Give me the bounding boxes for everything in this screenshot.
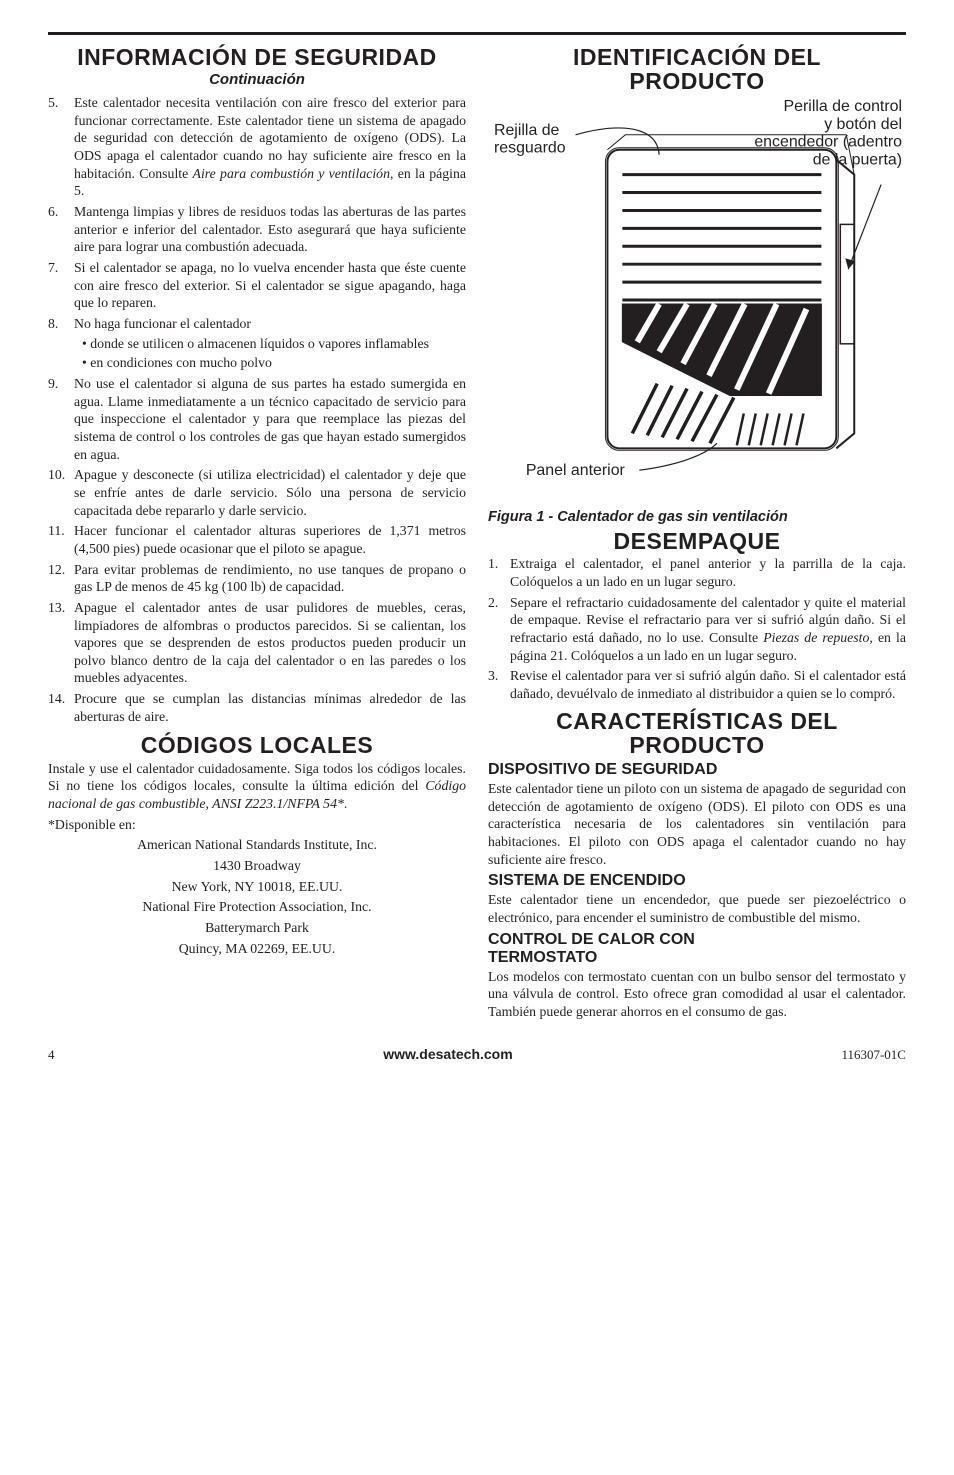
heading-line: PRODUCTO bbox=[629, 68, 764, 94]
item-body: Extraiga el calentador, el panel anterio… bbox=[510, 555, 906, 590]
ignition-text: Este calentador tiene un encendedor, que… bbox=[488, 891, 906, 926]
item-text: No haga funcionar el calentador bbox=[74, 316, 251, 331]
codes-text: Instale y use el calentador cuidadosamen… bbox=[48, 761, 466, 794]
heater-figure: Rejilla de resguardo Perilla de control … bbox=[488, 95, 906, 503]
heading-line: PRODUCTO bbox=[629, 732, 764, 758]
safety-item-5: 5. Este calentador necesita ventilación … bbox=[48, 94, 466, 200]
item-number: 13. bbox=[48, 599, 74, 687]
right-column: IDENTIFICACIÓN DEL PRODUCTO bbox=[488, 45, 906, 1024]
address-line: New York, NY 10018, EE.UU. bbox=[48, 878, 466, 896]
sub-bullet: • donde se utilicen o almacenen líquidos… bbox=[82, 335, 466, 353]
safety-item-10: 10. Apague y desconecte (si utiliza elec… bbox=[48, 466, 466, 519]
item-number: 14. bbox=[48, 690, 74, 725]
codes-paragraph: Instale y use el calentador cuidadosamen… bbox=[48, 760, 466, 813]
item-body: Apague y desconecte (si utiliza electric… bbox=[74, 466, 466, 519]
item-number: 2. bbox=[488, 594, 510, 665]
label-perilla-1: Perilla de control bbox=[784, 98, 902, 115]
item-number: 3. bbox=[488, 667, 510, 702]
item-body: Separe el refractario cuidadosamente del… bbox=[510, 594, 906, 665]
two-column-layout: INFORMACIÓN DE SEGURIDAD Continuación 5.… bbox=[48, 45, 906, 1024]
item-body: Mantenga limpias y libres de residuos to… bbox=[74, 203, 466, 256]
page-number: 4 bbox=[48, 1047, 55, 1063]
doc-code: 116307-01C bbox=[841, 1047, 906, 1063]
address-line: Quincy, MA 02269, EE.UU. bbox=[48, 940, 466, 958]
item-number: 9. bbox=[48, 375, 74, 463]
thermostat-text: Los modelos con termostato cuentan con u… bbox=[488, 968, 906, 1021]
safety-item-12: 12. Para evitar problemas de rendimiento… bbox=[48, 561, 466, 596]
address-line: 1430 Broadway bbox=[48, 857, 466, 875]
item-number: 7. bbox=[48, 259, 74, 312]
safety-item-13: 13. Apague el calentador antes de usar p… bbox=[48, 599, 466, 687]
product-id-heading: IDENTIFICACIÓN DEL PRODUCTO bbox=[488, 45, 906, 93]
item-em: Aire para combustión y ventilación bbox=[193, 166, 390, 181]
desempaque-heading: DESEMPAQUE bbox=[488, 529, 906, 553]
label-rejilla-1: Rejilla de bbox=[494, 122, 560, 139]
item-body: No haga funcionar el calentador • donde … bbox=[74, 315, 466, 372]
safety-device-text: Este calentador tiene un piloto con un s… bbox=[488, 780, 906, 868]
address-line: National Fire Protection Association, In… bbox=[48, 898, 466, 916]
address-line: Batterymarch Park bbox=[48, 919, 466, 937]
item-number: 10. bbox=[48, 466, 74, 519]
page-footer: 4 www.desatech.com 116307-01C bbox=[48, 1046, 906, 1063]
safety-item-7: 7. Si el calentador se apaga, no lo vuel… bbox=[48, 259, 466, 312]
item-body: No use el calentador si alguna de sus pa… bbox=[74, 375, 466, 463]
safety-item-6: 6. Mantenga limpias y libres de residuos… bbox=[48, 203, 466, 256]
item-body: Apague el calentador antes de usar pulid… bbox=[74, 599, 466, 687]
item-body: Procure que se cumplan las distancias mí… bbox=[74, 690, 466, 725]
label-perilla-2: y botón del bbox=[824, 116, 902, 133]
left-column: INFORMACIÓN DE SEGURIDAD Continuación 5.… bbox=[48, 45, 466, 1024]
label-panel: Panel anterior bbox=[526, 462, 626, 479]
heading-line: CARACTERÍSTICAS DEL bbox=[556, 708, 838, 734]
top-rule bbox=[48, 32, 906, 35]
item-body: Este calentador necesita ventilación con… bbox=[74, 94, 466, 200]
sub-bullets: • donde se utilicen o almacenen líquidos… bbox=[74, 335, 466, 372]
unpack-item-1: 1. Extraiga el calentador, el panel ante… bbox=[488, 555, 906, 590]
safety-device-head: DISPOSITIVO DE SEGURIDAD bbox=[488, 761, 906, 779]
footer-site: www.desatech.com bbox=[383, 1046, 512, 1062]
heading-line: TERMOSTATO bbox=[488, 949, 597, 966]
safety-item-9: 9. No use el calentador si alguna de sus… bbox=[48, 375, 466, 463]
item-number: 8. bbox=[48, 315, 74, 372]
disponible-label: *Disponible en: bbox=[48, 816, 466, 834]
safety-list: 5. Este calentador necesita ventilación … bbox=[48, 94, 466, 725]
ignition-head: SISTEMA DE ENCENDIDO bbox=[488, 872, 906, 890]
unpack-item-2: 2. Separe el refractario cuidadosamente … bbox=[488, 594, 906, 665]
item-body: Si el calentador se apaga, no lo vuelva … bbox=[74, 259, 466, 312]
safety-item-8: 8. No haga funcionar el calentador • don… bbox=[48, 315, 466, 372]
label-perilla-3: encendedor (adentro bbox=[754, 134, 902, 151]
codes-heading: CÓDIGOS LOCALES bbox=[48, 733, 466, 757]
continuation-subhead: Continuación bbox=[48, 71, 466, 88]
figure-caption: Figura 1 - Calentador de gas sin ventila… bbox=[488, 509, 906, 525]
item-body: Revise el calentador para ver si sufrió … bbox=[510, 667, 906, 702]
heading-line: IDENTIFICACIÓN DEL bbox=[573, 44, 821, 70]
unpack-list: 1. Extraiga el calentador, el panel ante… bbox=[488, 555, 906, 702]
item-number: 5. bbox=[48, 94, 74, 200]
heater-svg: Rejilla de resguardo Perilla de control … bbox=[488, 95, 906, 503]
safety-heading: INFORMACIÓN DE SEGURIDAD bbox=[48, 45, 466, 69]
item-em: Piezas de repuesto bbox=[763, 630, 869, 645]
heading-line: CONTROL DE CALOR CON bbox=[488, 931, 695, 948]
label-perilla-4: de la puerta) bbox=[813, 152, 902, 169]
sub-bullet: • en condiciones con mucho polvo bbox=[82, 354, 466, 372]
item-number: 6. bbox=[48, 203, 74, 256]
safety-item-14: 14. Procure que se cumplan las distancia… bbox=[48, 690, 466, 725]
item-number: 11. bbox=[48, 522, 74, 557]
item-number: 1. bbox=[488, 555, 510, 590]
safety-item-11: 11. Hacer funcionar el calentador altura… bbox=[48, 522, 466, 557]
features-heading: CARACTERÍSTICAS DEL PRODUCTO bbox=[488, 709, 906, 757]
thermostat-head: CONTROL DE CALOR CON TERMOSTATO bbox=[488, 931, 906, 967]
item-body: Para evitar problemas de rendimiento, no… bbox=[74, 561, 466, 596]
codes-after: . bbox=[344, 796, 347, 811]
item-body: Hacer funcionar el calentador alturas su… bbox=[74, 522, 466, 557]
item-number: 12. bbox=[48, 561, 74, 596]
label-rejilla-2: resguardo bbox=[494, 140, 566, 157]
unpack-item-3: 3. Revise el calentador para ver si sufr… bbox=[488, 667, 906, 702]
address-line: American National Standards Institute, I… bbox=[48, 836, 466, 854]
